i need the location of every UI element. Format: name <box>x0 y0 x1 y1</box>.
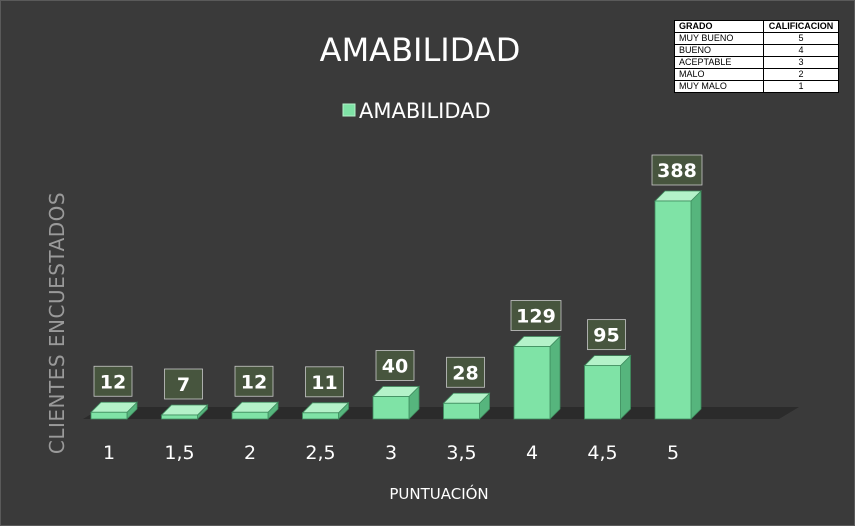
chart-title: AMABILIDAD <box>320 31 521 69</box>
data-label: 129 <box>510 300 562 331</box>
data-label-box <box>510 300 562 331</box>
data-label-text: 7 <box>177 374 190 396</box>
bar <box>442 392 491 420</box>
bar <box>90 401 138 420</box>
score-cell: 1 <box>763 80 839 93</box>
data-labels-group: 12 7 12 11 40 28 129 95 388 <box>93 154 703 400</box>
grade-cell: ACEPTABLE <box>674 56 764 69</box>
bar <box>372 385 420 420</box>
x-axis-label: PUNTUACIÓN <box>389 484 488 503</box>
data-label: 40 <box>375 350 415 381</box>
x-tick-label: 2,5 <box>305 442 335 464</box>
data-label-text: 129 <box>516 306 556 328</box>
score-column-header: CALIFICACION <box>763 20 839 33</box>
grade-table: GRADO CALIFICACION MUY BUENO 5 BUENO 4 A… <box>674 20 839 93</box>
data-label-box <box>587 319 626 351</box>
score-cell: 5 <box>763 32 839 45</box>
table-row: MUY BUENO 5 <box>674 32 839 45</box>
bar <box>231 401 279 420</box>
x-tick-label: 3,5 <box>446 442 476 464</box>
y-axis-label: CLIENTES ENCUESTADOS <box>45 192 69 454</box>
data-label-text: 388 <box>657 160 697 182</box>
bar <box>160 404 209 420</box>
x-tick-label: 1 <box>103 442 115 464</box>
data-label-box <box>234 365 274 397</box>
grade-cell: BUENO <box>674 44 764 57</box>
data-label: 388 <box>651 154 703 186</box>
bar <box>513 335 561 420</box>
x-tick-label: 2 <box>244 442 256 464</box>
bar-side <box>549 335 561 420</box>
data-label-box <box>305 366 344 398</box>
x-tick-label: 3 <box>385 442 397 464</box>
data-label: 11 <box>305 366 344 398</box>
grade-table-header-row: GRADO CALIFICACION <box>674 20 839 33</box>
data-label: 95 <box>587 319 626 351</box>
bar-front <box>584 365 621 420</box>
bar-front <box>231 411 269 420</box>
data-label-box <box>93 365 133 397</box>
data-label-text: 28 <box>452 362 478 384</box>
data-label-text: 12 <box>241 371 267 393</box>
bar-front <box>654 200 692 420</box>
legend-label: AMABILIDAD <box>359 99 491 123</box>
data-label-box <box>446 356 485 388</box>
data-label: 7 <box>164 368 203 400</box>
data-label-text: 11 <box>311 372 337 394</box>
grade-cell: MUY MALO <box>674 80 764 93</box>
bar <box>654 190 702 420</box>
bar-front <box>90 411 128 420</box>
bar-front <box>443 402 480 420</box>
score-cell: 2 <box>763 68 839 81</box>
x-tick-label: 4,5 <box>587 442 617 464</box>
table-row: BUENO 4 <box>674 44 839 57</box>
x-tick-label: 4 <box>526 442 538 464</box>
bar <box>583 354 632 420</box>
table-row: MUY MALO 1 <box>674 80 839 93</box>
bar-front <box>161 414 198 420</box>
grade-column-header: GRADO <box>674 20 764 33</box>
bar-front <box>372 396 410 420</box>
grade-cell: MALO <box>674 68 764 81</box>
table-row: ACEPTABLE 3 <box>674 56 839 69</box>
data-label-box <box>375 350 415 381</box>
bar-side <box>620 354 631 420</box>
x-tick-label: 1,5 <box>164 442 194 464</box>
bar-front <box>513 346 551 420</box>
score-cell: 4 <box>763 44 839 57</box>
bars-group <box>90 190 702 420</box>
data-label: 12 <box>234 365 274 397</box>
data-label-text: 95 <box>593 325 619 347</box>
grade-cell: MUY BUENO <box>674 32 764 45</box>
data-label-box <box>164 368 203 400</box>
table-row: MALO 2 <box>674 68 839 81</box>
bar-front <box>302 412 339 420</box>
x-tick-label: 5 <box>667 442 679 464</box>
data-label-text: 40 <box>382 356 408 378</box>
data-label-box <box>651 154 703 186</box>
score-cell: 3 <box>763 56 839 69</box>
bar-side <box>690 190 702 420</box>
data-label: 12 <box>93 365 133 397</box>
legend-swatch <box>342 103 356 117</box>
x-ticks-group: 1 1,5 2 2,5 3 3,5 4 4,5 5 <box>103 442 679 464</box>
bar <box>301 401 350 420</box>
data-label-text: 12 <box>100 371 126 393</box>
data-label: 28 <box>446 356 485 388</box>
